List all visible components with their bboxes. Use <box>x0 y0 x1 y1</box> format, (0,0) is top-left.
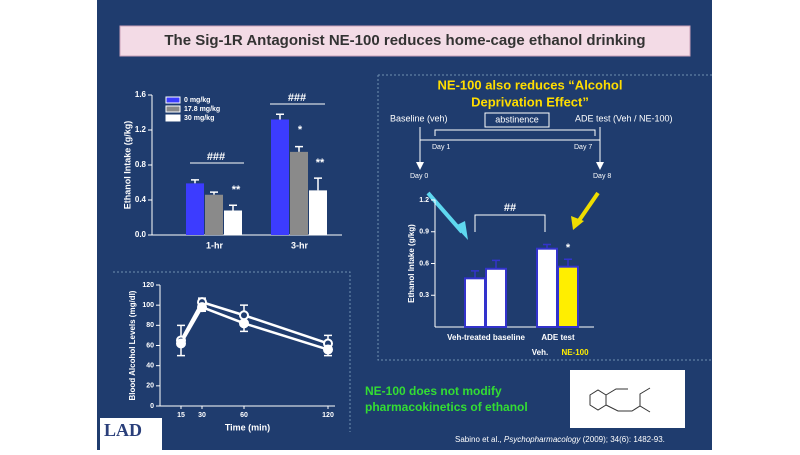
slide-title: The Sig-1R Antagonist NE-100 reduces hom… <box>164 32 645 49</box>
y-tick-label: 20 <box>146 383 154 390</box>
panel-frame <box>113 74 712 432</box>
point <box>239 318 249 329</box>
annotation: ### <box>207 151 225 163</box>
series-line <box>179 300 329 345</box>
ade-heading: Deprivation Effect” <box>471 94 589 109</box>
title-box <box>119 25 691 57</box>
annotation: * <box>566 242 571 254</box>
y-tick-label: 0.3 <box>419 292 429 299</box>
timeline-label: Day 0 <box>410 173 428 180</box>
point <box>176 338 186 349</box>
y-axis-label: Blood Alcohol Levels (mg/dl) <box>128 290 137 400</box>
error-bar <box>471 270 479 279</box>
y-axis-label: Ethanol Intake (g/kg) <box>407 224 416 303</box>
x-tick-label: 1-hr <box>206 240 224 250</box>
y-tick-label: 0.4 <box>135 195 147 204</box>
bar <box>224 210 242 235</box>
timeline-label: Day 7 <box>574 144 592 151</box>
group-label: Veh. <box>532 348 548 357</box>
error-bar <box>314 177 322 191</box>
annotation: ** <box>316 157 325 169</box>
y-tick-label: 0.6 <box>419 260 429 267</box>
x-tick-label: 60 <box>240 412 248 419</box>
annotation: * <box>298 124 303 136</box>
bar <box>309 190 327 235</box>
y-tick-label: 1.2 <box>135 125 147 134</box>
ade-heading: NE-100 also reduces “Alcohol <box>438 77 623 92</box>
bar <box>186 183 204 235</box>
annotation: ## <box>504 202 516 214</box>
series-line <box>179 305 329 351</box>
y-tick-label: 120 <box>142 282 154 289</box>
x-tick-label: 15 <box>177 412 185 419</box>
legend-swatch <box>165 96 181 104</box>
pointer-arrow <box>455 221 468 240</box>
bar <box>271 119 289 235</box>
legend-swatch <box>165 105 181 113</box>
y-axis-label: Ethanol Intake (g/kg) <box>122 121 132 210</box>
timeline-label: abstinence <box>495 114 539 124</box>
annotation-line <box>474 214 546 232</box>
error-bar <box>210 191 218 195</box>
timeline-label: Day 8 <box>593 173 611 180</box>
error-bar <box>191 179 199 184</box>
x-tick-label: Veh-treated baseline <box>447 333 525 342</box>
logo: LAD <box>104 420 142 440</box>
y-tick-label: 1.6 <box>135 90 147 99</box>
x-tick-label: ADE test <box>541 333 575 342</box>
y-tick-label: 40 <box>146 363 154 370</box>
y-tick-label: 0.0 <box>135 230 147 239</box>
citation-details: (2009); 34(6): 1482-93. <box>580 435 665 444</box>
pointer-arrow <box>576 191 600 224</box>
pk-note: NE-100 does not modify <box>365 384 502 398</box>
y-tick-label: 80 <box>146 322 154 329</box>
bar <box>557 265 579 328</box>
error-bar <box>295 145 303 152</box>
y-tick-label: 0.9 <box>419 229 429 236</box>
annotation: ** <box>232 184 241 196</box>
legend-label: 17.8 mg/kg <box>184 106 220 113</box>
bar <box>290 151 308 235</box>
y-tick-label: 60 <box>146 342 154 349</box>
timeline-label: ADE test (Veh / NE-100) <box>575 113 673 123</box>
timeline-label: Day 1 <box>432 144 450 151</box>
x-tick-label: 3-hr <box>291 240 309 250</box>
structure-box <box>570 370 685 428</box>
bar <box>536 247 558 328</box>
legend-label: 30 mg/kg <box>184 115 214 122</box>
timeline-label: Baseline (veh) <box>390 113 448 123</box>
x-tick-label: 30 <box>198 412 206 419</box>
timeline: Baseline (veh) ADE test (Veh / NE-100) a… <box>390 112 673 180</box>
error-bar <box>276 113 284 120</box>
bar <box>485 267 507 328</box>
x-tick-label: 120 <box>322 412 334 419</box>
group-label: NE-100 <box>561 348 589 357</box>
annotation: ### <box>288 92 306 104</box>
citation-authors: Sabino et al., <box>455 435 504 444</box>
citation-journal: Psychopharmacology <box>504 435 581 444</box>
y-tick-label: 100 <box>142 302 154 309</box>
y-tick-label: 0.8 <box>135 160 147 169</box>
legend-swatch <box>165 114 181 122</box>
x-axis-label: Time (min) <box>225 422 270 432</box>
point <box>239 310 249 321</box>
pk-note: pharmacokinetics of ethanol <box>365 400 528 414</box>
error-bar <box>229 204 237 211</box>
timeline-line <box>419 127 601 168</box>
bar <box>464 277 486 329</box>
y-tick-label: 0 <box>150 403 154 410</box>
error-bar <box>564 258 572 267</box>
logo-box <box>100 418 162 450</box>
bar <box>205 194 223 235</box>
point <box>197 302 207 313</box>
structure <box>589 387 651 413</box>
abstinence-box <box>484 112 550 128</box>
point <box>323 344 333 355</box>
legend-label: 0 mg/kg <box>184 97 210 104</box>
y-tick-label: 1.2 <box>419 197 429 204</box>
error-bar <box>492 259 500 269</box>
pointer-arrow <box>571 216 584 230</box>
citation: Sabino et al., Psychopharmacology (2009)… <box>455 435 665 444</box>
